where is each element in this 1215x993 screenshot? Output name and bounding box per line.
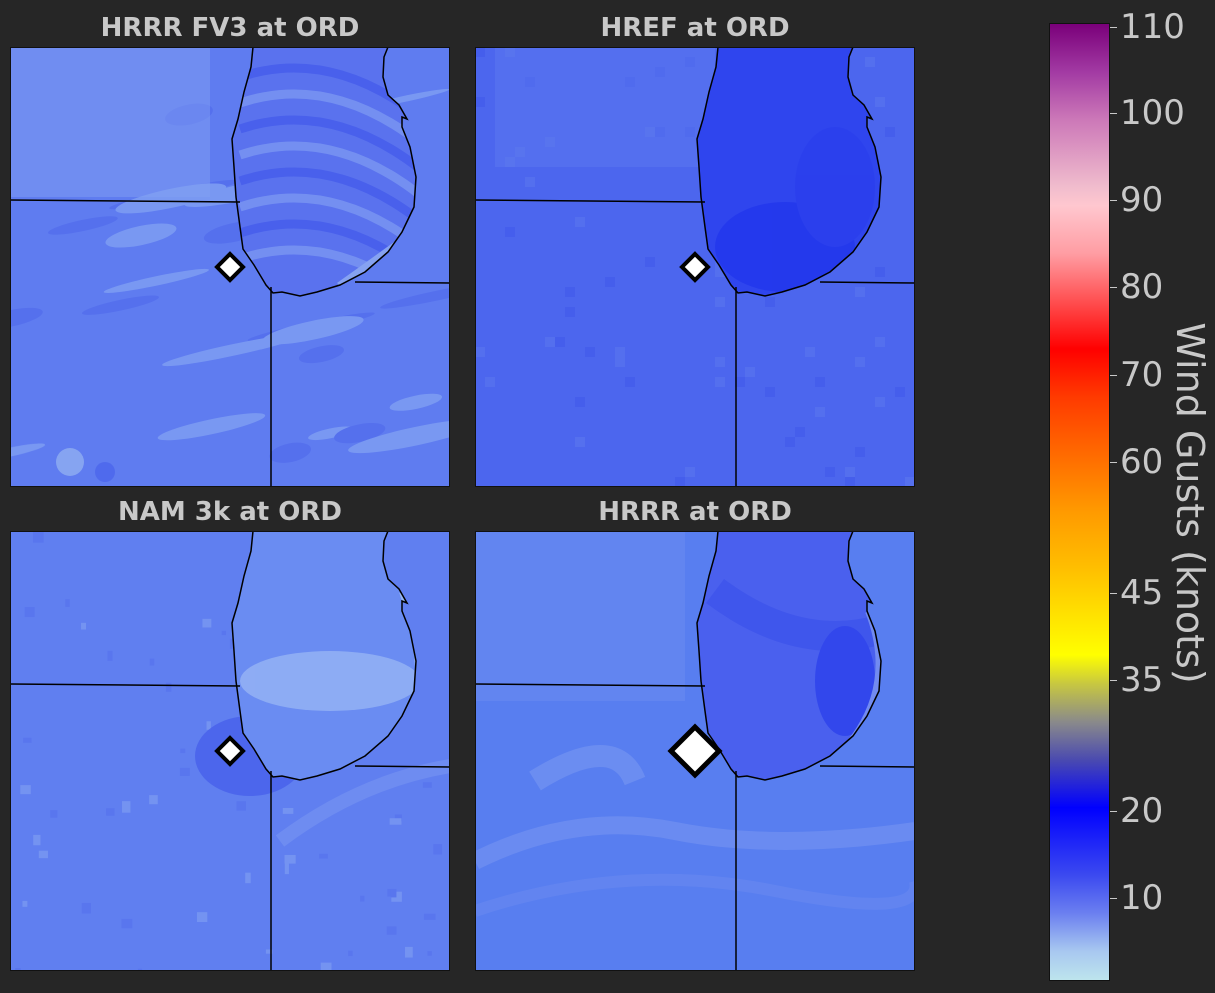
map-panel-nam-3k	[10, 531, 450, 971]
map-panel-hrrr-fv3	[10, 47, 450, 487]
ord-marker	[679, 251, 711, 283]
state-border	[354, 281, 450, 284]
panel-title-href: HREF at ORD	[600, 13, 790, 43]
coastline	[696, 47, 882, 297]
state-border	[819, 765, 915, 768]
panel-frame	[475, 531, 915, 971]
state-border	[10, 199, 241, 203]
panel-frame	[475, 47, 915, 487]
panel-title-hrrr-fv3: HRRR FV3 at ORD	[100, 13, 360, 43]
map-panel-href	[475, 47, 915, 487]
panel-frame	[10, 531, 450, 971]
state-border	[475, 199, 706, 203]
state-border	[354, 765, 450, 768]
map-panel-hrrr	[475, 531, 915, 971]
coastline	[231, 47, 417, 297]
state-border	[819, 281, 915, 284]
ord-marker	[214, 735, 246, 767]
colorbar	[1049, 23, 1110, 981]
panel-title-nam-3k: NAM 3k at ORD	[118, 497, 342, 527]
coastline	[696, 531, 882, 781]
state-border	[10, 683, 241, 687]
state-border	[475, 683, 706, 687]
ord-marker	[667, 723, 723, 779]
panel-title-hrrr: HRRR at ORD	[598, 497, 792, 527]
colorbar-label: Wind Gusts (knots)	[1168, 322, 1212, 684]
panel-frame	[10, 47, 450, 487]
coastline	[231, 531, 417, 781]
ord-marker	[214, 251, 246, 283]
